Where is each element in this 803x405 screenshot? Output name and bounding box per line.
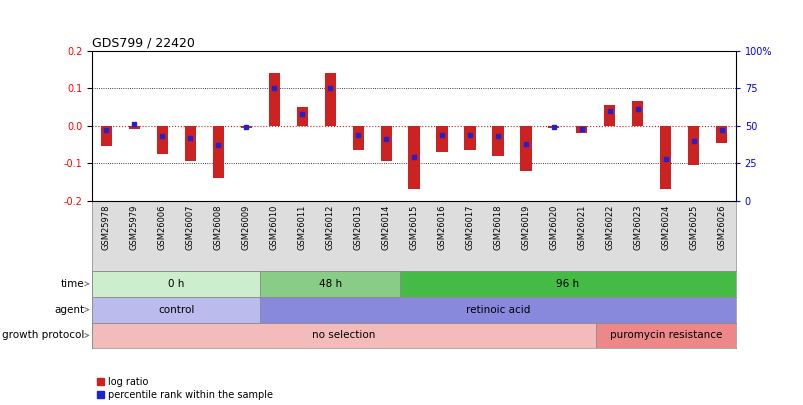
Bar <box>380 126 391 161</box>
Text: no selection: no selection <box>312 330 375 341</box>
Legend: log ratio, percentile rank within the sample: log ratio, percentile rank within the sa… <box>97 377 273 400</box>
Text: GSM26018: GSM26018 <box>493 204 502 249</box>
Bar <box>324 73 336 126</box>
Text: agent: agent <box>55 305 84 315</box>
Text: 0 h: 0 h <box>168 279 185 289</box>
Text: GSM26025: GSM26025 <box>688 204 697 249</box>
Text: 48 h: 48 h <box>318 279 341 289</box>
Bar <box>491 126 503 156</box>
Bar <box>436 126 447 152</box>
Bar <box>260 271 400 297</box>
Text: GSM26011: GSM26011 <box>297 204 306 249</box>
Bar <box>687 126 699 165</box>
Bar <box>715 126 727 143</box>
Text: GSM26020: GSM26020 <box>548 204 558 249</box>
Bar <box>464 126 475 150</box>
Bar <box>213 126 223 178</box>
Bar <box>604 105 614 126</box>
Bar <box>92 297 260 322</box>
Text: GSM26009: GSM26009 <box>242 204 251 249</box>
Bar <box>128 126 140 129</box>
Text: growth protocol: growth protocol <box>2 330 84 341</box>
Bar <box>92 271 260 297</box>
Text: control: control <box>158 305 194 315</box>
Text: GSM26016: GSM26016 <box>437 204 446 249</box>
Bar <box>659 126 671 190</box>
Bar <box>100 126 112 146</box>
Bar <box>520 126 531 171</box>
Bar <box>268 73 279 126</box>
Text: GSM26006: GSM26006 <box>157 204 167 249</box>
Text: GSM26021: GSM26021 <box>577 204 585 249</box>
Text: GSM26024: GSM26024 <box>660 204 670 249</box>
Text: GSM26022: GSM26022 <box>605 204 613 249</box>
Text: GSM26019: GSM26019 <box>521 204 530 249</box>
Text: retinoic acid: retinoic acid <box>465 305 529 315</box>
Bar <box>595 322 735 348</box>
Text: puromycin resistance: puromycin resistance <box>609 330 721 341</box>
Text: GSM26023: GSM26023 <box>633 204 642 249</box>
Text: GSM26026: GSM26026 <box>716 204 725 249</box>
Bar <box>240 126 251 128</box>
Bar <box>576 126 587 133</box>
Bar <box>408 126 419 190</box>
Bar <box>548 126 559 128</box>
Bar <box>352 126 363 150</box>
Bar <box>92 322 595 348</box>
Text: GSM26014: GSM26014 <box>381 204 390 249</box>
Text: 96 h: 96 h <box>556 279 579 289</box>
Text: GSM26007: GSM26007 <box>185 204 194 249</box>
Bar <box>631 101 642 126</box>
Text: GSM26017: GSM26017 <box>465 204 474 249</box>
Text: GDS799 / 22420: GDS799 / 22420 <box>92 36 195 49</box>
Text: time: time <box>61 279 84 289</box>
Text: GSM26013: GSM26013 <box>353 204 362 249</box>
Bar <box>260 297 735 322</box>
Bar <box>296 107 308 126</box>
Bar <box>157 126 168 154</box>
Text: GSM25979: GSM25979 <box>130 204 139 249</box>
Text: GSM26008: GSM26008 <box>214 204 222 249</box>
Bar <box>400 271 735 297</box>
Text: GSM25978: GSM25978 <box>102 204 111 249</box>
Text: GSM26012: GSM26012 <box>325 204 334 249</box>
Text: GSM26015: GSM26015 <box>409 204 418 249</box>
Bar <box>185 126 196 161</box>
Text: GSM26010: GSM26010 <box>269 204 279 249</box>
